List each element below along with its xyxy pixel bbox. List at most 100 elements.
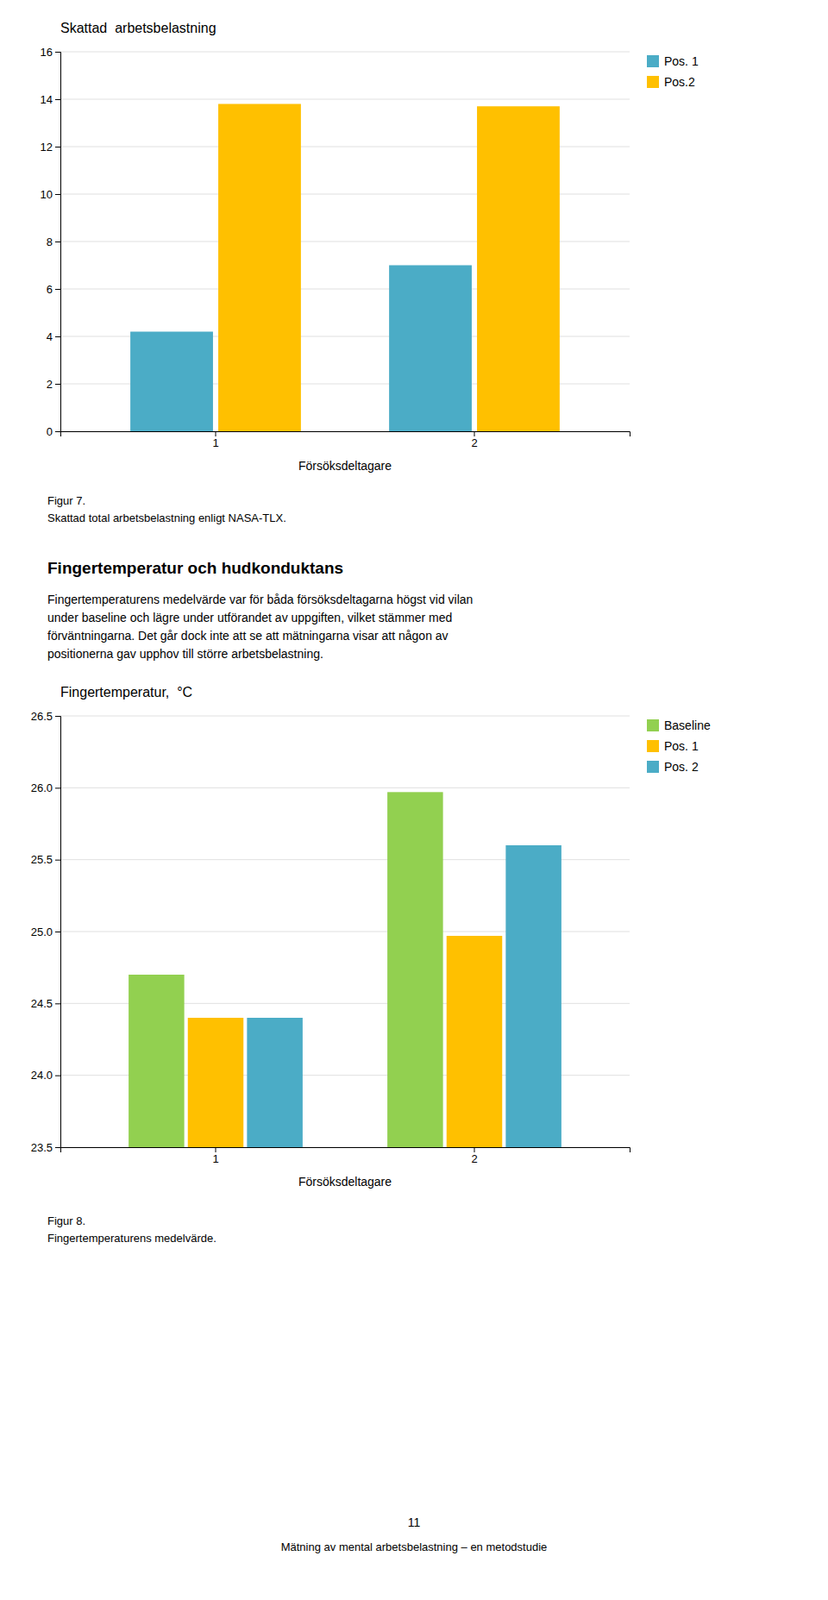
tick-label: 16	[40, 45, 53, 59]
tick-label: 24.0	[31, 1068, 53, 1082]
grid-line	[60, 99, 630, 101]
legend-item: Pos. 1	[646, 54, 699, 69]
grid-line	[60, 715, 630, 717]
tick-label: 14	[40, 93, 53, 107]
body-text: under baseline och lägre under utförande…	[47, 610, 452, 625]
grid-line	[60, 787, 630, 789]
tick-mark	[55, 431, 61, 433]
tick-mark	[55, 241, 61, 243]
bar	[387, 791, 444, 1148]
tick-mark	[474, 1147, 476, 1153]
bar	[505, 845, 562, 1148]
tick: 24.0	[31, 1068, 61, 1082]
chart-title: Skattad arbetsbelastning	[60, 20, 217, 36]
tick: 2	[470, 431, 477, 450]
series	[128, 791, 444, 1148]
legend: Pos. 1 Pos.2	[646, 54, 699, 89]
tick: 26.5	[31, 709, 61, 723]
tick-mark	[215, 431, 217, 437]
tick-label: 0	[46, 425, 53, 439]
tick-mark	[55, 931, 61, 933]
caption: Skattad total arbetsbelastning enligt NA…	[47, 511, 287, 525]
series	[130, 265, 472, 433]
series	[218, 104, 560, 433]
legend-label: Pos. 1	[664, 739, 699, 753]
tick-mark	[55, 288, 61, 290]
grid-line	[60, 51, 630, 53]
y-axis: 0 2 4 6 8 10 12 14 16	[40, 45, 62, 439]
grid	[60, 51, 630, 432]
tick-label: 25.5	[31, 853, 53, 866]
axis-line	[55, 52, 62, 433]
tick-mark	[55, 1003, 61, 1004]
series	[188, 935, 503, 1148]
bars	[130, 104, 560, 433]
axis-line	[61, 1147, 631, 1154]
footer: Mätning av mental arbetsbelastning – en …	[281, 1540, 548, 1554]
tick: 8	[46, 235, 61, 249]
tick-label: 4	[46, 330, 53, 344]
section-title: Fingertemperatur och hudkonduktans	[47, 558, 344, 578]
page-number: 11	[407, 1515, 421, 1530]
tick: 12	[40, 140, 61, 154]
tick-label: 24.5	[31, 997, 53, 1010]
tick-mark	[55, 1075, 61, 1077]
tick-label: 2	[470, 436, 477, 450]
legend-item: Baseline	[646, 718, 711, 733]
tick: 2	[470, 1147, 477, 1166]
axis-line	[61, 432, 631, 438]
tick: 1	[212, 1147, 219, 1166]
bars	[128, 791, 562, 1148]
tick-mark	[55, 99, 61, 101]
tick: 6	[46, 282, 61, 296]
body-text: Fingertemperaturens medelvärde var för b…	[47, 592, 473, 607]
tick-mark	[55, 51, 61, 53]
bar	[128, 974, 185, 1148]
tick: 0	[46, 425, 61, 439]
bar	[388, 265, 472, 433]
axis-title: Försöksdeltagare	[298, 1174, 392, 1189]
bar	[246, 1017, 303, 1148]
tick: 24.5	[31, 997, 61, 1010]
tick-mark	[55, 1147, 61, 1148]
chart: Skattad arbetsbelastning024681012141612F…	[40, 20, 699, 473]
caption: Figur 7.	[47, 494, 86, 508]
x-axis: 12	[61, 1147, 631, 1166]
tick-mark	[55, 787, 61, 789]
tick: 25.0	[31, 925, 61, 939]
tick: 16	[40, 45, 61, 59]
bar	[218, 104, 302, 433]
chart: Fingertemperatur, °C 23.5 24.0 24.5 25.0 25.5…	[31, 684, 711, 1600]
tick-label: 6	[46, 282, 53, 296]
tick-label: 25.0	[31, 925, 53, 939]
axis-title: Försöksdeltagare	[298, 458, 392, 473]
legend-swatch	[646, 719, 659, 732]
tick-label: 8	[46, 235, 53, 249]
tick-mark	[215, 1147, 217, 1153]
legend-label: Pos. 1	[664, 54, 699, 69]
bar	[476, 106, 560, 432]
tick-label: 23.5	[31, 1141, 53, 1155]
legend-item: Pos. 1	[646, 739, 699, 753]
tick: 1	[212, 431, 219, 450]
tick: 2	[46, 377, 61, 391]
legend-swatch	[646, 760, 659, 773]
y-axis: 23.5 24.0 24.5 25.0 25.5 26.0 26.5	[31, 709, 62, 1155]
legend: Baseline Pos. 1 Pos. 2	[646, 718, 711, 774]
tick: 4	[46, 330, 61, 344]
tick-mark	[474, 431, 476, 437]
tick-label: 2	[46, 377, 53, 391]
tick: 26.0	[31, 781, 61, 795]
tick-label: 10	[40, 188, 53, 201]
tick-mark	[55, 715, 61, 717]
tick: 25.5	[31, 853, 61, 866]
body-text: positionerna gav upphov till större arbe…	[47, 646, 324, 661]
legend-label: Pos.2	[664, 75, 696, 89]
bar	[130, 332, 214, 433]
tick: 10	[40, 188, 61, 201]
legend-label: Pos. 2	[664, 759, 699, 774]
axis-line	[55, 716, 62, 1148]
chart-title: Fingertemperatur, °C	[60, 684, 193, 700]
tick-mark	[55, 336, 61, 338]
tick-mark	[55, 146, 61, 148]
